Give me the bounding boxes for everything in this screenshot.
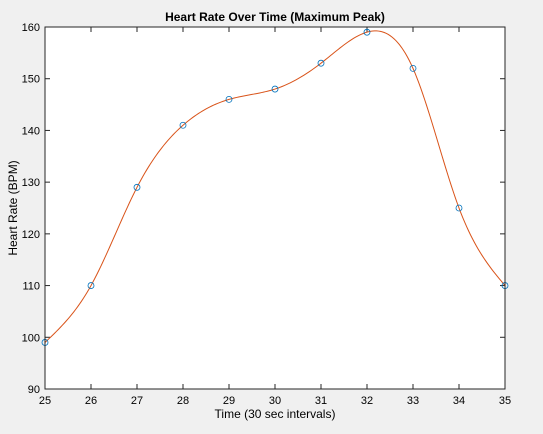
y-tick-label: 120	[22, 229, 40, 241]
chart-title: Heart Rate Over Time (Maximum Peak)	[165, 10, 385, 24]
data-point-marker	[455, 204, 463, 212]
y-tick-label: 150	[22, 74, 40, 86]
x-tick-label: 29	[223, 395, 235, 407]
x-tick-label: 32	[361, 395, 373, 407]
x-tick-label: 33	[407, 395, 419, 407]
y-axis-label: Heart Rate (BPM)	[6, 160, 20, 255]
axes-background	[45, 27, 505, 389]
x-tick-label: 28	[177, 395, 189, 407]
y-tick-label: 140	[22, 125, 40, 137]
fit-curve-line	[44, 30, 506, 343]
x-axis-label: Time (30 sec intervals)	[215, 407, 336, 421]
x-tick-label: 27	[131, 395, 143, 407]
y-tick-label: 110	[22, 281, 40, 293]
data-point-marker	[179, 121, 187, 129]
data-point-marker	[409, 64, 417, 72]
y-tick-label: 100	[22, 332, 40, 344]
x-tick-label: 25	[39, 395, 51, 407]
data-point-marker	[87, 282, 95, 289]
data-point-marker	[225, 96, 233, 103]
x-tick-label: 35	[499, 395, 511, 407]
x-tick-label: 31	[315, 395, 327, 407]
curve-layer	[44, 30, 506, 343]
y-tick-label: 160	[22, 22, 40, 34]
data-point-marker	[271, 85, 279, 93]
axes-border	[44, 26, 506, 390]
ticks-layer: 25 26 27 28 29 30 31 32 33 34 35 90 100 110 120 130 140 1…	[22, 22, 511, 407]
marker-layer	[41, 28, 509, 346]
data-point-marker	[133, 183, 141, 191]
y-tick-label: 130	[22, 177, 40, 189]
x-tick-label: 26	[85, 395, 97, 407]
data-point-marker	[363, 28, 371, 36]
x-tick-label: 30	[269, 395, 281, 407]
x-tick-label: 34	[453, 395, 465, 407]
data-point-marker	[317, 59, 325, 67]
y-tick-label: 90	[28, 384, 40, 396]
